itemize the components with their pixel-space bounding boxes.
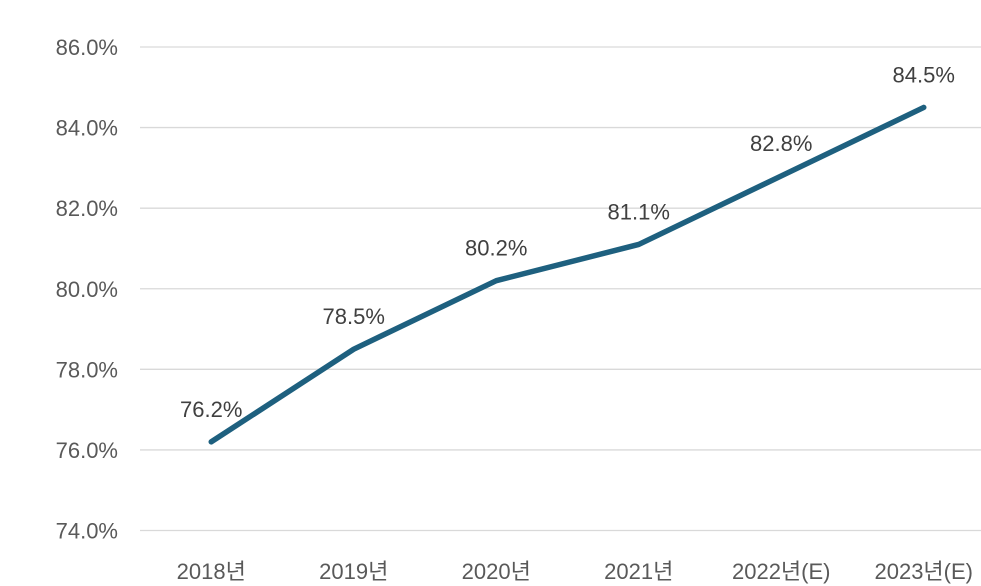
x-axis-tick-label: 2019년	[319, 559, 388, 584]
data-series-line	[208, 104, 927, 445]
x-axis-tick-label: 2021년	[604, 559, 673, 584]
x-axis-tick-label: 2023년(E)	[874, 559, 973, 584]
x-axis-tick-label: 2020년	[462, 559, 531, 584]
y-axis-tick-label: 86.0%	[56, 35, 118, 60]
data-point-label: 84.5%	[893, 62, 955, 87]
y-axis-tick-label: 80.0%	[56, 277, 118, 302]
data-point-label: 81.1%	[608, 199, 670, 224]
data-point-label: 80.2%	[465, 236, 527, 261]
line-chart-figure: 86.0% 84.0% 82.0% 80.0% 78.0% 76.0% 74.0% 2018년…	[40, 16, 981, 586]
y-axis-tick-label: 76.0%	[56, 438, 118, 463]
y-axis-tick-label: 74.0%	[56, 519, 118, 544]
data-point-label: 76.2%	[180, 397, 242, 422]
data-point-label: 82.8%	[750, 131, 812, 156]
data-point-label: 78.5%	[323, 304, 385, 329]
x-axis-tick-label: 2022년(E)	[732, 559, 831, 584]
y-axis-tick-label: 78.0%	[56, 357, 118, 382]
y-axis-tick-label: 82.0%	[56, 196, 118, 221]
line-chart: 86.0% 84.0% 82.0% 80.0% 78.0% 76.0% 74.0% 2018년…	[56, 35, 981, 584]
x-axis-tick-label: 2018년	[177, 559, 246, 584]
y-axis-tick-label: 84.0%	[56, 116, 118, 141]
